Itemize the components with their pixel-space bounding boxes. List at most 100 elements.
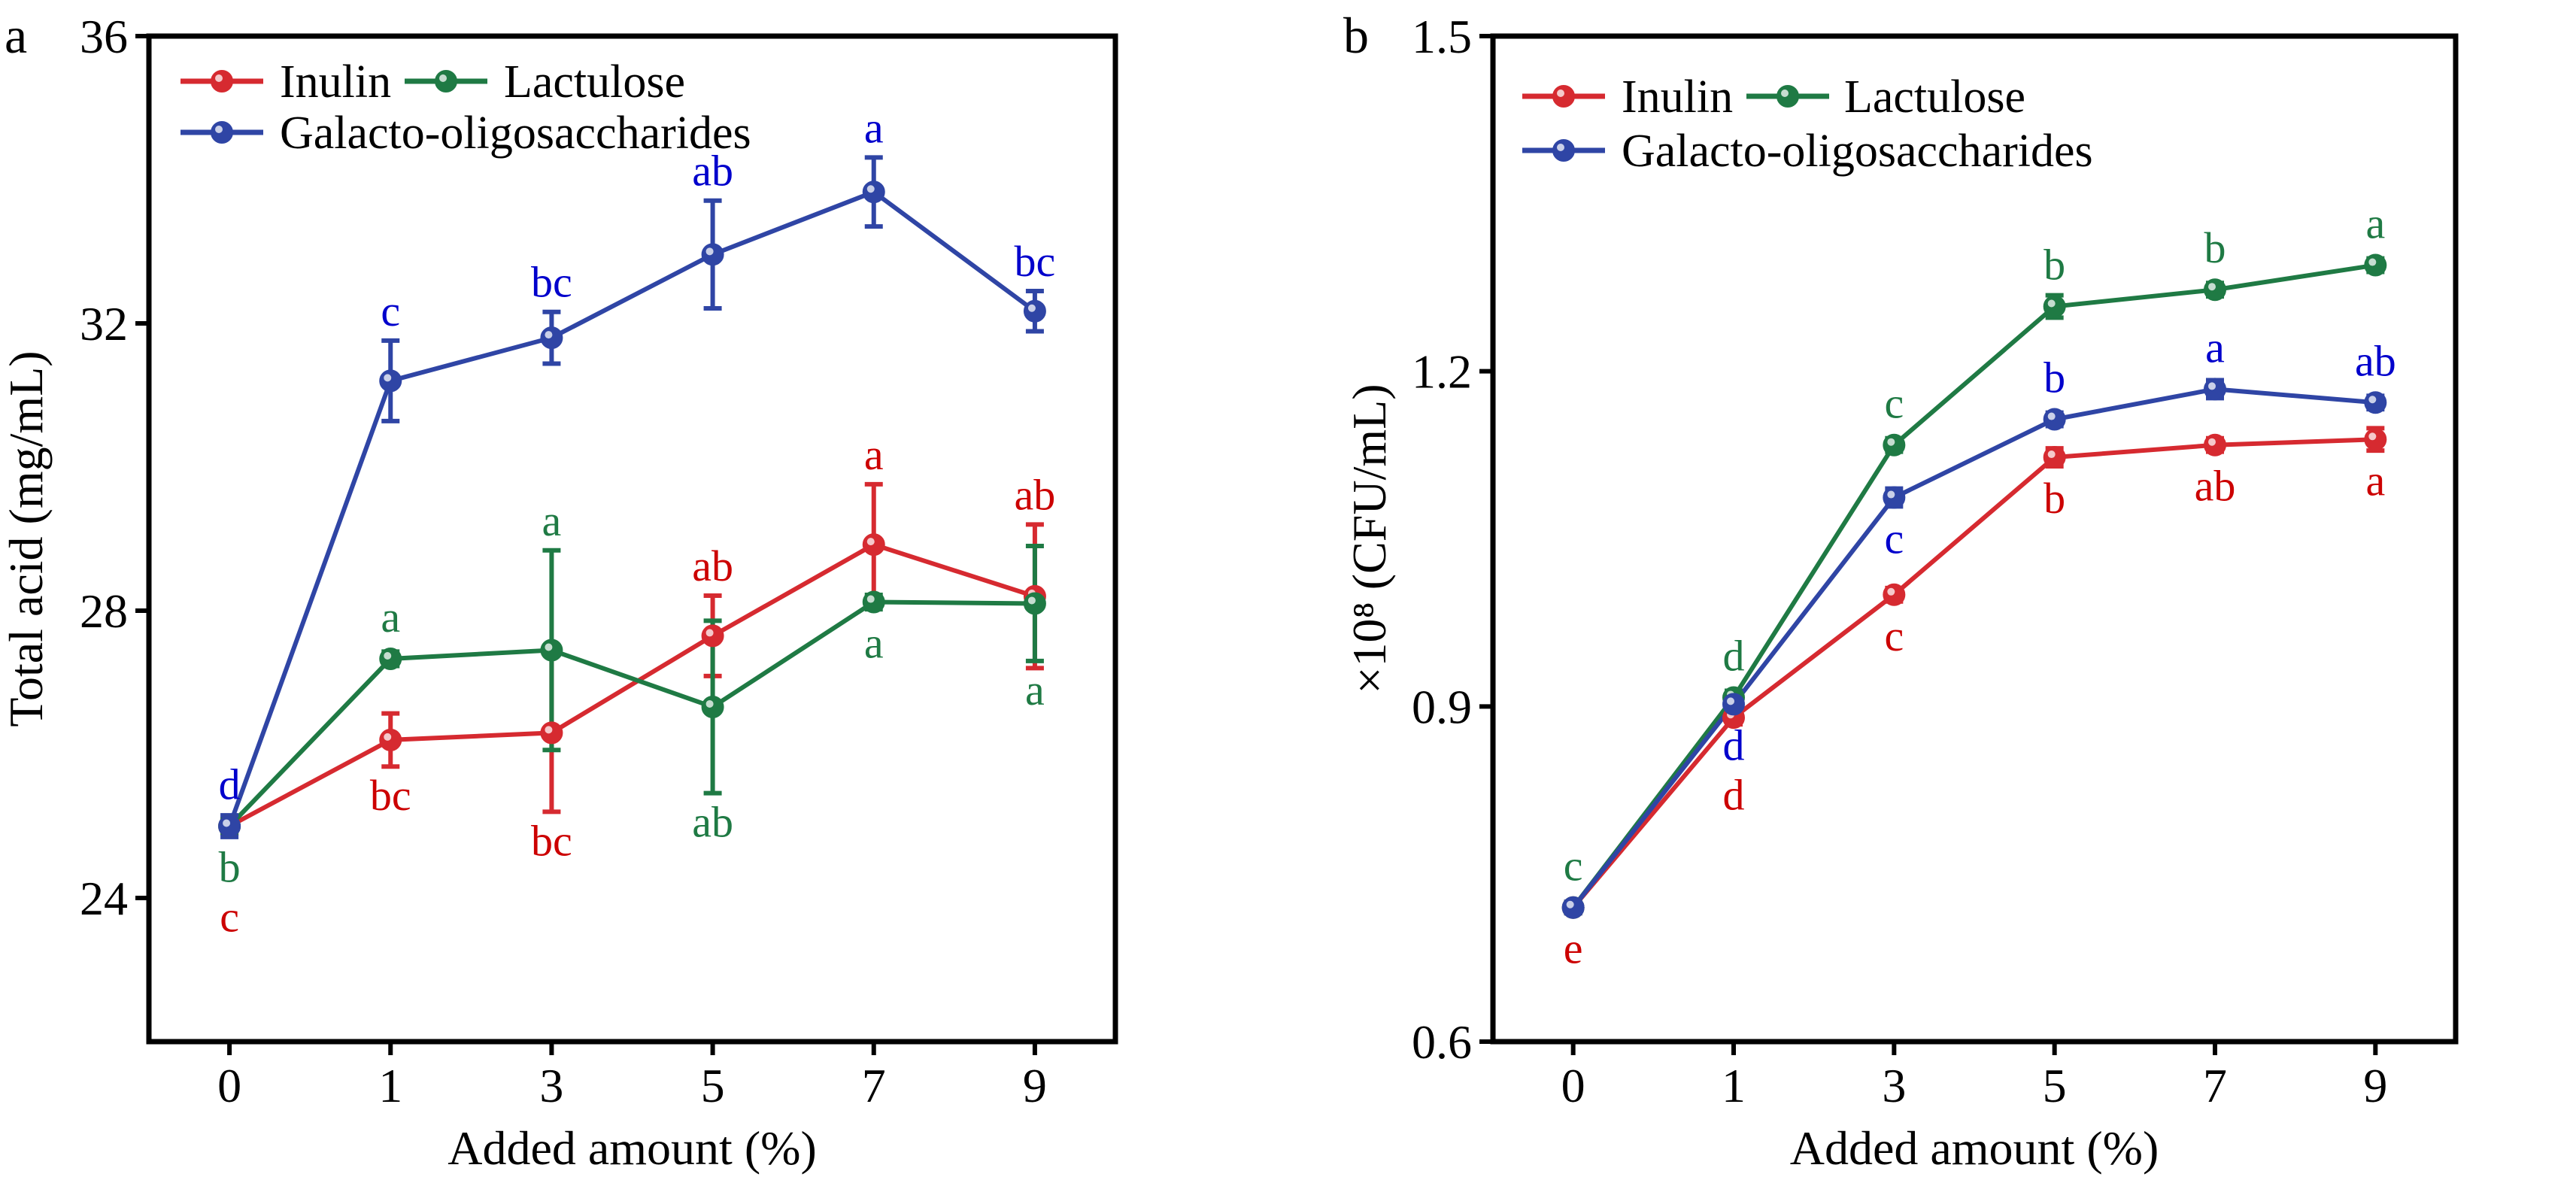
data-point-highlight [384,374,392,382]
x-tick-label: 5 [701,1059,725,1112]
significance-letter: d [1723,770,1745,819]
significance-letter: b [2204,223,2226,272]
data-point-highlight [2047,299,2056,308]
data-point [701,243,724,266]
legend-marker-highlight [1557,89,1564,97]
panel-b: b 0.6 0.9 1.2 1.5 0 1 3 5 7 9 Added amount (%) ×10⁸ … [1343,7,2459,1175]
significance-letter: ab [2355,336,2396,385]
data-point-highlight [2208,382,2216,390]
x-tick-label: 1 [378,1059,402,1112]
legend-marker-highlight [439,74,447,82]
data-point-highlight [1727,697,1734,705]
significance-letter: a [864,619,884,668]
data-point [379,647,402,670]
significance-letter: c [220,893,239,942]
data-point-highlight [866,185,875,193]
y-tick-label: 24 [80,872,128,925]
significance-letter: ab [692,798,733,847]
data-point [379,728,402,751]
data-point [1883,486,1906,509]
x-axis-label: Added amount (%) [1790,1121,2159,1175]
data-point [2204,378,2226,401]
x-tick-label: 7 [2203,1059,2227,1112]
data-point-highlight [866,538,875,546]
legend-label: Inulin [280,56,391,108]
data-point [862,590,885,614]
series-line [227,189,1036,827]
legend-marker [1552,85,1575,108]
significance-letter: c [1564,842,1583,890]
legend-item: Galacto-oligosaccharides [1522,126,2093,177]
significance-letter: bc [370,771,411,820]
significance-letter: d [1723,631,1745,680]
data-point-highlight [2047,450,2056,459]
y-tick-label: 1.5 [1412,10,1472,63]
significance-letter: c [1884,514,1904,563]
data-point [2364,253,2387,277]
y-tick-label: 32 [80,297,128,350]
legend-marker [211,121,233,144]
x-tick-label: 9 [2363,1059,2387,1112]
data-point [1722,693,1745,716]
data-point [379,369,402,393]
y-tick-label: 0.6 [1412,1015,1472,1069]
series-line [228,541,1036,829]
data-point [1023,299,1046,323]
series-galacto-oligosaccharides [220,155,1044,839]
legend-marker [211,70,233,93]
data-point [1883,583,1906,606]
series-inulin [1564,426,2385,916]
significance-letter: bc [1015,237,1056,286]
legend-marker-highlight [215,126,223,133]
y-tick-label: 1.2 [1412,345,1472,399]
y-axis-label: Total acid (mg/mL) [0,350,53,727]
significance-letter: b [219,843,241,892]
legend-item: Galacto-oligosaccharides [181,108,751,159]
significance-letter: a [542,496,562,545]
y-axis-label: ×10⁸ (CFU/mL) [1343,384,1396,693]
significance-letter: c [1884,611,1904,660]
legend-label: Galacto-oligosaccharides [1622,126,2093,177]
significance-letter: bc [531,816,572,865]
x-tick-label: 3 [539,1059,563,1112]
data-point-highlight [705,247,714,256]
data-point [2043,295,2066,318]
data-point [2043,408,2066,431]
panel-label: b [1343,7,1369,64]
significance-letter: a [864,430,884,479]
panel-label: a [5,7,27,64]
series-line [1571,262,2376,909]
data-point [2204,278,2226,302]
plot-frame [1490,33,2459,1045]
legend-marker [1552,139,1575,162]
legend-label: Inulin [1622,71,1733,123]
significance-letter: d [1723,720,1745,769]
data-point-highlight [1887,587,1895,596]
series-lactulose [1564,256,2385,916]
significance-letter: b [2044,241,2065,290]
data-point [1561,896,1585,919]
data-point-highlight [2208,283,2216,291]
x-tick-label: 7 [862,1059,886,1112]
data-point [540,326,563,350]
data-point-highlight [545,726,553,734]
data-point [218,814,241,838]
legend-item: Inulin [1522,71,1733,123]
y-tick-label: 28 [80,584,128,638]
data-point-highlight [2368,396,2377,404]
data-point [2043,446,2066,469]
x-tick-label: 3 [1882,1059,1906,1112]
legend-label: Lactulose [504,56,685,108]
data-point [2364,428,2387,451]
significance-letter: bc [531,258,572,307]
significance-letter: ab [2195,462,2236,511]
data-point-highlight [384,733,392,741]
significance-letter: e [1564,924,1583,973]
series-lactulose [220,544,1044,836]
data-point [701,624,724,648]
data-point-highlight [705,699,714,708]
significance-letter: c [381,287,400,335]
series-line [1571,387,2376,909]
